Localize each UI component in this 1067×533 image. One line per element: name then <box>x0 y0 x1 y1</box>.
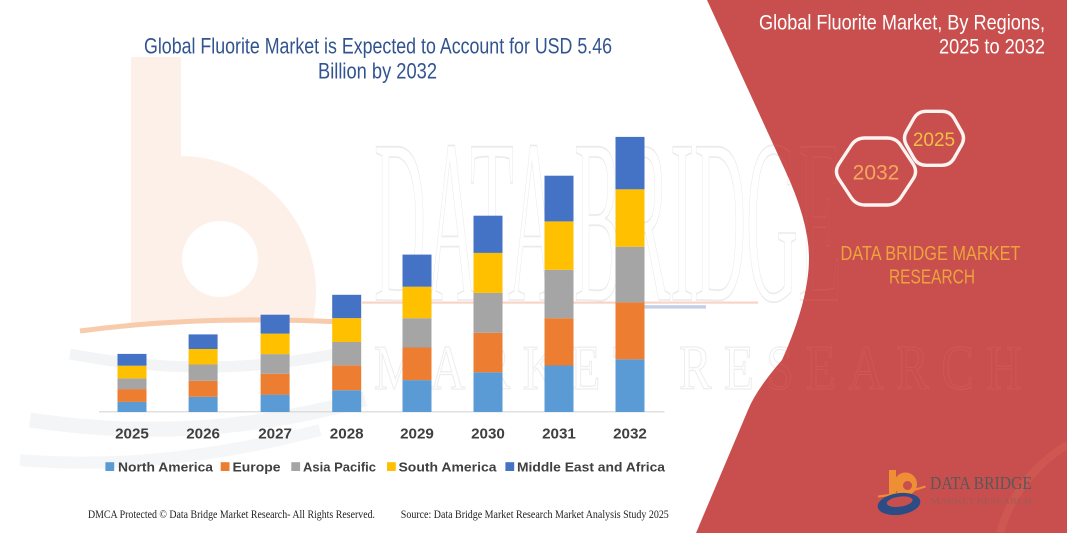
svg-text:2028: 2028 <box>330 426 364 443</box>
svg-text:2025: 2025 <box>115 426 149 443</box>
svg-text:Europe: Europe <box>233 459 281 474</box>
svg-text:2032: 2032 <box>613 426 647 443</box>
svg-text:DATA BRIDGE MARKET: DATA BRIDGE MARKET <box>841 242 1021 265</box>
svg-text:North America: North America <box>118 459 214 474</box>
svg-text:Asia Pacific: Asia Pacific <box>303 459 376 474</box>
svg-text:MARKET RESEARCH: MARKET RESEARCH <box>374 333 1034 403</box>
svg-text:South America: South America <box>399 459 498 474</box>
svg-text:2026: 2026 <box>186 426 220 443</box>
svg-text:RESEARCH: RESEARCH <box>889 266 975 289</box>
svg-text:2029: 2029 <box>400 426 434 443</box>
svg-text:Global Fluorite Market is Expe: Global Fluorite Market is Expected to Ac… <box>144 33 612 58</box>
svg-text:Middle East and Africa: Middle East and Africa <box>517 459 666 474</box>
svg-text:2031: 2031 <box>542 426 576 443</box>
svg-text:DMCA Protected © Data Bridge M: DMCA Protected © Data Bridge Market Rese… <box>88 509 375 521</box>
svg-text:Source: Data Bridge Market Res: Source: Data Bridge Market Research Mark… <box>401 509 669 521</box>
svg-text:Global Fluorite Market, By Reg: Global Fluorite Market, By Regions, <box>759 12 1045 35</box>
svg-text:2027: 2027 <box>258 426 292 443</box>
svg-text:Billion by 2032: Billion by 2032 <box>318 58 437 83</box>
svg-text:2032: 2032 <box>853 162 900 185</box>
svg-text:2025: 2025 <box>913 130 955 151</box>
svg-text:2030: 2030 <box>471 426 505 443</box>
svg-text:DATA BRIDGE: DATA BRIDGE <box>930 473 1032 493</box>
svg-text:MARKET RESEARCH: MARKET RESEARCH <box>931 497 1032 506</box>
svg-text:DATA BRIDGE: DATA BRIDGE <box>374 91 842 351</box>
svg-text:2025 to 2032: 2025 to 2032 <box>939 36 1045 59</box>
